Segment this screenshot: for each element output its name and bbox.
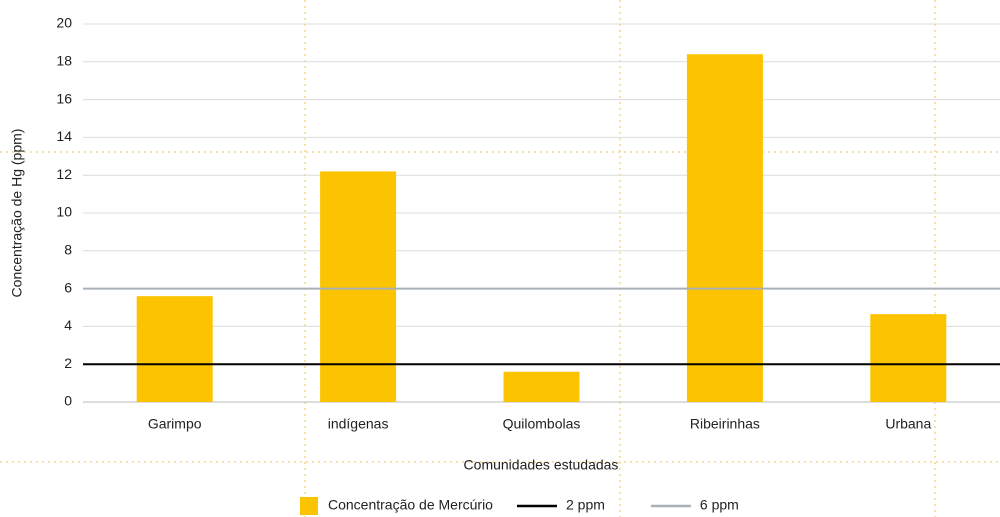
bar xyxy=(870,314,947,402)
bar xyxy=(686,54,763,403)
x-tick-label: Urbana xyxy=(885,416,931,432)
x-tick-label: Ribeirinhas xyxy=(690,416,760,432)
y-tick-label: 0 xyxy=(64,393,72,409)
bar xyxy=(320,171,397,402)
x-tick-label: Garimpo xyxy=(148,416,202,432)
y-tick-label: 8 xyxy=(64,242,72,258)
y-tick-label: 4 xyxy=(64,317,72,333)
y-tick-label: 14 xyxy=(56,128,72,144)
y-tick-label: 12 xyxy=(56,166,72,182)
y-tick-label: 10 xyxy=(56,204,72,220)
bar xyxy=(503,371,580,402)
marks xyxy=(136,54,947,403)
legend-swatch xyxy=(300,497,318,515)
y-tick-label: 6 xyxy=(64,279,72,295)
bar xyxy=(136,296,213,402)
y-tick-label: 18 xyxy=(56,53,72,69)
legend-label: 6 ppm xyxy=(700,497,739,513)
y-tick-label: 2 xyxy=(64,355,72,371)
grid xyxy=(83,23,1000,403)
y-axis-label: Concentração de Hg (ppm) xyxy=(9,129,25,298)
x-tick-label: indígenas xyxy=(328,416,389,432)
y-tick-label: 20 xyxy=(56,15,72,31)
x-axis-label: Comunidades estudadas xyxy=(464,457,619,473)
x-tick-label: Quilombolas xyxy=(503,416,581,432)
legend-label: Concentração de Mercúrio xyxy=(328,497,493,513)
legend-label: 2 ppm xyxy=(566,497,605,513)
y-tick-label: 16 xyxy=(56,90,72,106)
